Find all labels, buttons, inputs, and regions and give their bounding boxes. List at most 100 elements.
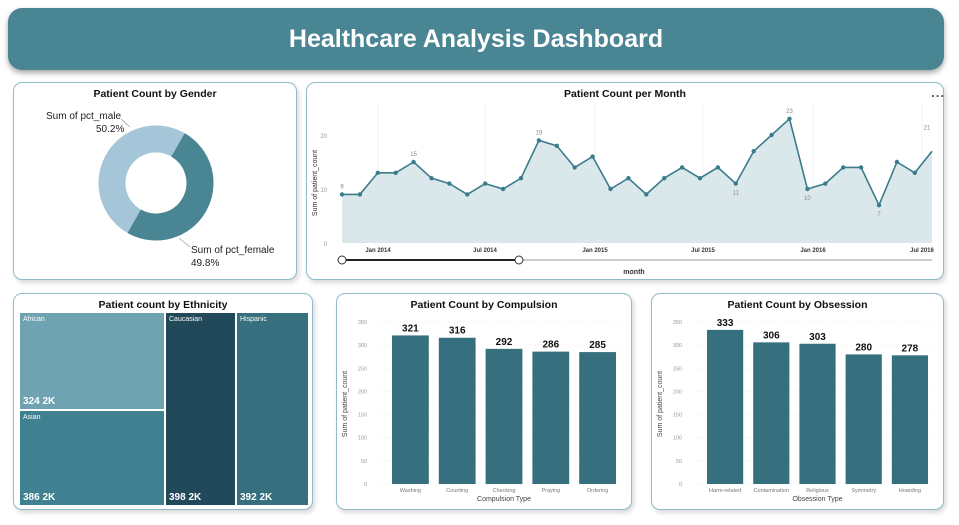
x-axis-label: Compulsion Type: [477, 496, 531, 503]
treemap-cell-caucasian[interactable]: Caucasian 398 2K: [165, 312, 236, 506]
cell-value: 398 2K: [169, 492, 202, 503]
data-point[interactable]: [715, 165, 721, 170]
data-point[interactable]: [679, 165, 685, 170]
cell-value: 392 2K: [240, 492, 273, 503]
monthly-panel: Patient Count per Month ... 0 10 20 Jan 201…: [306, 82, 944, 280]
y-tick-label: 50: [361, 459, 367, 465]
data-point[interactable]: [894, 159, 900, 165]
compulsion-title: Patient Count by Compulsion: [410, 299, 558, 311]
bar[interactable]: [532, 351, 570, 484]
data-label: 7: [877, 212, 881, 218]
treemap-cell-hispanic[interactable]: Hispanic 392 2K: [236, 312, 309, 506]
female-value: 49.8%: [191, 258, 219, 269]
data-point[interactable]: [608, 186, 613, 192]
x-tick-label: Harm-related: [709, 488, 741, 494]
male-value: 50.2%: [96, 124, 124, 135]
bar-value-label: 321: [402, 323, 419, 334]
data-point[interactable]: [465, 192, 470, 197]
data-point[interactable]: [769, 132, 774, 138]
y-tick-label: 150: [673, 413, 682, 419]
data-point[interactable]: [626, 176, 631, 181]
data-point[interactable]: [876, 203, 882, 208]
treemap-cell-asian[interactable]: Asian 386 2K: [19, 410, 165, 506]
data-label: 10: [804, 196, 811, 202]
slider-end-handle[interactable]: [514, 255, 524, 265]
data-point[interactable]: [483, 181, 488, 186]
y-tick-label: 20: [320, 134, 327, 140]
compulsion-bar-chart: 0 50 100 150 200 250 300 350 Sum of patient_coun…: [342, 320, 621, 503]
data-point[interactable]: [858, 165, 864, 170]
data-point[interactable]: [823, 181, 828, 186]
data-point[interactable]: [841, 165, 846, 170]
cell-label: Asian: [23, 414, 41, 421]
bar[interactable]: [707, 329, 744, 484]
data-point[interactable]: [375, 170, 380, 175]
bar[interactable]: [392, 335, 429, 484]
x-tick-label: Washing: [400, 488, 421, 494]
y-tick-label: 350: [673, 320, 682, 326]
data-point[interactable]: [357, 192, 363, 197]
x-axis-label: month: [623, 269, 644, 276]
data-label: 11: [733, 191, 740, 197]
x-tick-label: Counting: [446, 488, 468, 494]
x-tick-label: Jul 2016: [910, 248, 934, 254]
bar[interactable]: [845, 354, 882, 484]
data-point[interactable]: [787, 116, 792, 121]
bar[interactable]: [438, 337, 476, 484]
gender-title: Patient Count by Gender: [93, 88, 217, 100]
data-point[interactable]: [393, 170, 398, 175]
y-tick-label: 150: [358, 413, 367, 419]
slider-start-handle[interactable]: [337, 255, 347, 265]
data-point[interactable]: [751, 149, 756, 154]
obsession-title: Patient Count by Obsession: [727, 299, 868, 311]
bar[interactable]: [579, 352, 616, 484]
data-point[interactable]: [572, 165, 577, 170]
data-point[interactable]: [662, 176, 667, 181]
data-point[interactable]: [447, 181, 452, 186]
data-point[interactable]: [554, 143, 559, 148]
data-point[interactable]: [411, 159, 416, 165]
dashboard-header: Healthcare Analysis Dashboard: [8, 8, 944, 70]
y-tick-label: 10: [320, 188, 327, 194]
data-point[interactable]: [500, 186, 506, 192]
y-tick-label: 200: [673, 389, 682, 395]
treemap-cell-african[interactable]: African 324 2K: [19, 312, 165, 410]
bar[interactable]: [753, 342, 790, 484]
data-label: 21: [924, 126, 931, 132]
bar-value-label: 285: [589, 340, 606, 351]
x-tick-label: Hoarding: [899, 488, 921, 494]
data-point[interactable]: [912, 170, 917, 175]
bar-value-label: 333: [717, 318, 734, 329]
male-label: Sum of pct_male: [46, 111, 121, 122]
data-point[interactable]: [644, 192, 649, 197]
y-tick-label: 200: [358, 389, 367, 395]
y-tick-label: 0: [324, 242, 328, 248]
cell-label: African: [23, 316, 45, 323]
x-tick-label: Contamination: [754, 488, 789, 494]
data-point[interactable]: [339, 192, 345, 197]
data-point[interactable]: [518, 176, 524, 181]
bar-value-label: 316: [449, 326, 466, 337]
y-tick-label: 0: [364, 482, 367, 488]
data-point[interactable]: [805, 186, 810, 192]
data-point[interactable]: [697, 176, 703, 181]
more-options-icon[interactable]: ...: [931, 85, 945, 100]
data-point[interactable]: [429, 176, 434, 181]
obsession-panel: Patient Count by Obsession 0 50 100 150 200 2…: [651, 293, 944, 510]
bar[interactable]: [891, 355, 928, 484]
data-point[interactable]: [733, 181, 738, 186]
dashboard-title: Healthcare Analysis Dashboard: [288, 24, 664, 53]
cell-value: 386 2K: [23, 492, 56, 503]
bar[interactable]: [799, 343, 836, 484]
female-leader-line: [178, 237, 191, 248]
x-tick-label: Jan 2015: [582, 248, 608, 254]
data-label: 23: [786, 109, 793, 115]
female-label: Sum of pct_female: [191, 245, 275, 256]
bar[interactable]: [485, 348, 523, 484]
data-point[interactable]: [590, 154, 595, 159]
x-tick-label: Ordering: [587, 488, 608, 494]
x-tick-label: Religious: [806, 488, 829, 494]
donut-female-slice[interactable]: [96, 123, 216, 243]
data-point[interactable]: [536, 138, 542, 143]
y-axis-label: Sum of patient_count: [312, 150, 319, 216]
